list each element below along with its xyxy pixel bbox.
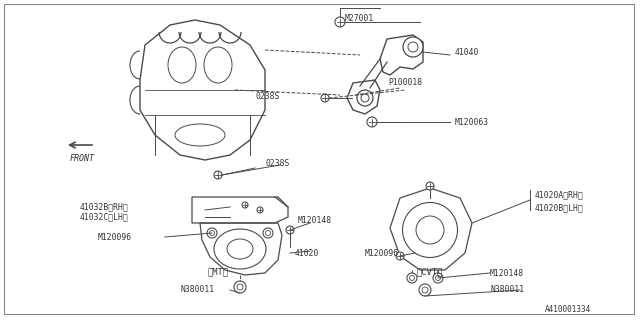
Circle shape bbox=[335, 17, 345, 27]
Circle shape bbox=[419, 284, 431, 296]
Text: 0238S: 0238S bbox=[265, 158, 289, 167]
Text: M120096: M120096 bbox=[98, 233, 132, 242]
Circle shape bbox=[234, 281, 246, 293]
Circle shape bbox=[433, 273, 443, 283]
Text: M120096: M120096 bbox=[365, 249, 399, 258]
Text: 41020B〈LH〉: 41020B〈LH〉 bbox=[535, 204, 584, 212]
Circle shape bbox=[321, 94, 329, 102]
Text: 41032B〈RH〉: 41032B〈RH〉 bbox=[80, 203, 129, 212]
Text: M27001: M27001 bbox=[345, 13, 374, 22]
Text: A410001334: A410001334 bbox=[545, 306, 591, 315]
Circle shape bbox=[257, 207, 263, 213]
Text: FRONT: FRONT bbox=[70, 154, 95, 163]
Circle shape bbox=[407, 273, 417, 283]
Circle shape bbox=[426, 182, 434, 190]
Text: 41040: 41040 bbox=[455, 47, 479, 57]
Circle shape bbox=[242, 202, 248, 208]
Text: 41020A〈RH〉: 41020A〈RH〉 bbox=[535, 190, 584, 199]
Circle shape bbox=[357, 90, 373, 106]
Text: M120148: M120148 bbox=[298, 215, 332, 225]
Circle shape bbox=[207, 228, 217, 238]
Text: P100018: P100018 bbox=[388, 77, 422, 86]
Text: N380011: N380011 bbox=[490, 285, 524, 294]
Circle shape bbox=[214, 171, 222, 179]
Circle shape bbox=[367, 117, 377, 127]
Circle shape bbox=[396, 252, 404, 260]
Circle shape bbox=[286, 226, 294, 234]
Text: M120063: M120063 bbox=[455, 117, 489, 126]
Circle shape bbox=[403, 37, 423, 57]
Text: 0238S: 0238S bbox=[255, 92, 280, 100]
Text: 41032C〈LH〉: 41032C〈LH〉 bbox=[80, 212, 129, 221]
Text: M120148: M120148 bbox=[490, 268, 524, 277]
Text: 41020: 41020 bbox=[295, 249, 319, 258]
Text: 〈MT〉: 〈MT〉 bbox=[207, 268, 228, 276]
Text: N380011: N380011 bbox=[180, 285, 214, 294]
Circle shape bbox=[263, 228, 273, 238]
Text: 〈CVT〉: 〈CVT〉 bbox=[417, 268, 443, 276]
